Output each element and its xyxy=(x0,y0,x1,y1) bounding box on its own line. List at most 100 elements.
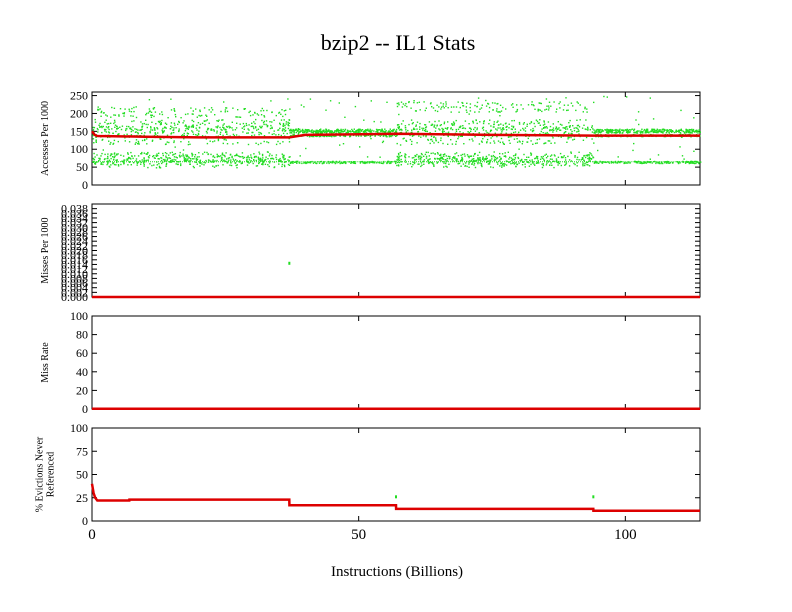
panel-frame xyxy=(91,91,701,186)
data-point xyxy=(439,154,442,157)
data-point xyxy=(398,159,401,162)
data-point xyxy=(582,165,584,167)
data-point xyxy=(470,130,472,132)
data-point xyxy=(98,160,100,162)
data-point xyxy=(113,107,116,109)
data-point xyxy=(413,159,416,161)
data-point xyxy=(234,159,237,161)
data-point xyxy=(365,129,367,131)
data-point xyxy=(433,126,435,128)
data-point xyxy=(280,113,282,115)
data-point xyxy=(124,140,126,142)
data-point xyxy=(553,166,555,169)
data-point xyxy=(146,126,148,129)
data-point xyxy=(601,129,604,131)
data-point xyxy=(585,161,587,164)
data-point xyxy=(342,143,345,145)
data-point xyxy=(476,127,478,129)
data-point xyxy=(447,131,450,133)
data-point xyxy=(217,155,220,157)
data-point xyxy=(635,119,637,121)
data-point xyxy=(278,111,281,114)
data-point xyxy=(211,129,213,131)
data-point xyxy=(185,154,187,156)
data-point xyxy=(301,128,304,131)
data-point xyxy=(255,127,257,129)
data-point xyxy=(253,153,255,155)
data-point xyxy=(503,163,505,165)
data-point xyxy=(689,129,691,131)
data-point xyxy=(448,163,450,165)
data-point xyxy=(633,129,635,132)
data-point xyxy=(352,162,354,164)
data-point xyxy=(397,164,400,166)
data-point xyxy=(531,162,534,164)
average-line xyxy=(90,483,700,513)
data-point xyxy=(231,156,233,159)
data-point xyxy=(185,124,187,126)
data-point xyxy=(399,144,402,146)
data-point xyxy=(619,128,621,130)
y-tick-label: 0.030 xyxy=(61,220,88,234)
data-point xyxy=(164,122,167,124)
data-point xyxy=(212,141,214,143)
data-point xyxy=(130,127,132,129)
data-point xyxy=(268,162,271,164)
data-point xyxy=(555,128,557,130)
data-point xyxy=(258,131,260,134)
data-point xyxy=(116,161,118,164)
data-point xyxy=(691,128,693,131)
data-point xyxy=(586,161,589,163)
data-point xyxy=(342,130,344,133)
data-point xyxy=(260,110,262,112)
data-point xyxy=(695,130,697,132)
data-point xyxy=(425,134,427,137)
data-point xyxy=(437,141,440,144)
data-point xyxy=(510,163,512,165)
data-point xyxy=(174,146,176,148)
data-point xyxy=(505,129,508,131)
data-point xyxy=(565,162,568,164)
data-point xyxy=(553,101,555,103)
y-tick-label: 40 xyxy=(76,365,88,379)
data-point xyxy=(651,162,653,164)
data-point xyxy=(410,119,413,121)
data-point xyxy=(533,122,535,125)
data-point xyxy=(180,163,182,165)
data-point xyxy=(112,156,114,158)
data-point xyxy=(383,161,385,164)
data-point xyxy=(339,162,341,165)
data-point xyxy=(242,122,245,125)
data-point xyxy=(395,135,397,137)
data-point xyxy=(427,160,429,162)
data-point xyxy=(181,135,183,137)
data-point xyxy=(528,161,530,164)
data-point xyxy=(663,129,665,132)
data-point xyxy=(135,160,137,162)
data-point xyxy=(452,160,454,162)
data-point xyxy=(93,126,96,129)
data-point xyxy=(445,162,447,165)
data-point xyxy=(610,162,613,164)
data-point xyxy=(500,132,502,135)
data-point xyxy=(267,151,269,153)
data-point xyxy=(625,131,628,133)
data-point xyxy=(641,130,644,133)
data-point xyxy=(205,130,208,133)
data-point xyxy=(326,130,328,132)
data-point xyxy=(470,128,472,130)
data-point xyxy=(100,125,103,128)
data-point xyxy=(453,124,455,126)
data-point xyxy=(660,130,663,132)
data-point xyxy=(212,160,214,162)
data-point xyxy=(316,129,318,132)
data-point xyxy=(573,127,575,129)
data-point xyxy=(443,153,446,156)
data-point xyxy=(344,161,347,164)
data-point xyxy=(440,137,442,139)
data-point xyxy=(198,156,200,158)
data-point xyxy=(385,130,387,132)
data-point xyxy=(398,157,400,159)
data-point xyxy=(568,132,570,135)
data-point xyxy=(113,152,116,154)
